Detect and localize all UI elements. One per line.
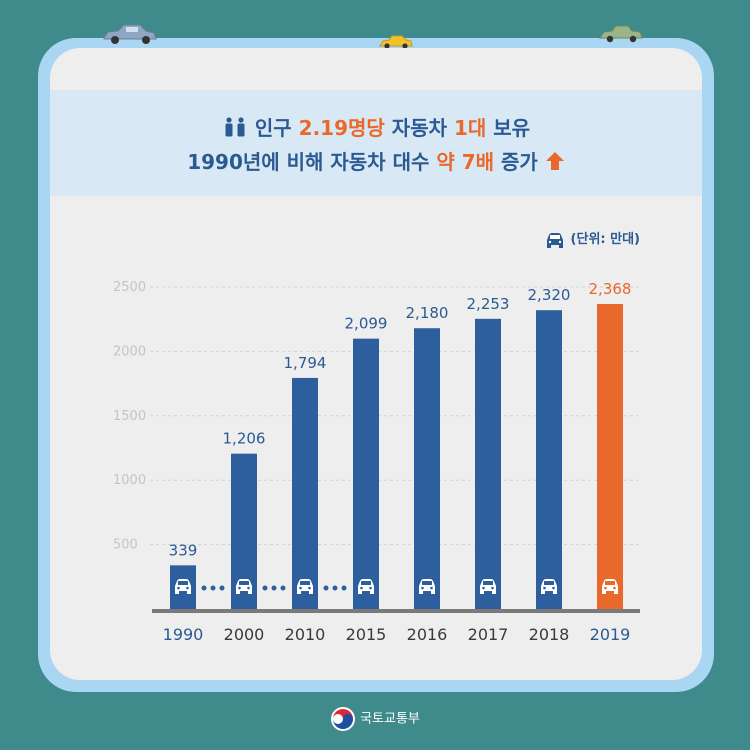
- bar-2016: [414, 328, 440, 609]
- gap-dot-0-2: [219, 585, 225, 591]
- value-label-2000: 1,206: [223, 430, 266, 448]
- value-label-2017: 2,253: [467, 295, 510, 313]
- gap-dot-2-1: [332, 585, 338, 591]
- headline-text-2a: 1990년에 비해 자동차 대수: [187, 150, 437, 174]
- headline-text-1a: 인구: [254, 116, 299, 140]
- x-tick-label-1990: 1990: [163, 625, 204, 644]
- value-label-2019: 2,368: [589, 280, 632, 298]
- bar-car-icon-2019: [602, 579, 618, 594]
- x-tick-label-2015: 2015: [346, 625, 387, 644]
- y-tick-label-2000: 2000: [113, 344, 146, 359]
- footer: 국토교통부: [0, 706, 750, 732]
- bar-2019: [597, 304, 623, 609]
- x-tick-label-2017: 2017: [468, 625, 509, 644]
- headline-banner: [50, 90, 702, 196]
- gap-dot-0-1: [210, 585, 216, 591]
- sedan-car-icon: [103, 24, 157, 44]
- value-label-1990: 339: [169, 541, 198, 559]
- value-label-2018: 2,320: [528, 286, 571, 304]
- bar-car-icon-2010: [297, 579, 313, 594]
- people-icon: [225, 117, 245, 137]
- gap-dot-2-0: [323, 585, 329, 591]
- bar-2018: [536, 310, 562, 609]
- value-label-2010: 1,794: [284, 354, 327, 372]
- taxi-car-icon: [379, 35, 413, 49]
- gap-dot-0-0: [201, 585, 207, 591]
- gap-dot-1-1: [271, 585, 277, 591]
- gap-dot-1-2: [280, 585, 286, 591]
- bar-2017: [475, 318, 501, 609]
- unit-text: (단위: 만대): [570, 232, 640, 247]
- headline-text-1b: 자동차: [384, 116, 454, 140]
- y-tick-label-500: 500: [113, 538, 138, 553]
- taegeuk-logo: [331, 707, 356, 731]
- bar-car-icon-2018: [541, 579, 557, 594]
- bar-2015: [353, 338, 379, 609]
- bar-car-icon-2015: [358, 579, 374, 594]
- headline-highlight-ratio: 2.19명당: [298, 116, 385, 140]
- headline-highlight-one: 1대: [453, 116, 487, 140]
- gap-dot-2-2: [341, 585, 347, 591]
- bar-car-icon-1990: [175, 579, 191, 594]
- headline-text-2b: 증가: [494, 150, 538, 174]
- bar-car-icon-2017: [480, 579, 496, 594]
- x-tick-label-2016: 2016: [407, 625, 448, 644]
- bar-car-icon-2016: [419, 579, 435, 594]
- y-tick-label-1000: 1000: [113, 473, 146, 488]
- x-tick-label-2018: 2018: [529, 625, 570, 644]
- value-label-2016: 2,180: [406, 304, 449, 322]
- x-tick-label-2019: 2019: [590, 625, 631, 644]
- up-arrow-icon: [545, 152, 564, 170]
- footer-ministry-name: 국토교통부: [360, 711, 420, 727]
- headline-line-2: 1990년에 비해 자동차 대수 약 7배 증가: [50, 146, 702, 175]
- headline-line-1: 인구 2.19명당 자동차 1대 보유: [50, 112, 702, 141]
- y-tick-label-2500: 2500: [113, 280, 146, 295]
- green-car-icon: [599, 25, 643, 43]
- x-tick-label-2010: 2010: [285, 625, 326, 644]
- unit-label: (단위: 만대): [545, 228, 640, 248]
- headline-text-1c: 보유: [486, 116, 531, 140]
- car-icon: [546, 232, 563, 248]
- x-tick-label-2000: 2000: [224, 625, 265, 644]
- bar-car-icon-2000: [236, 579, 252, 594]
- y-tick-label-1500: 1500: [113, 409, 146, 424]
- x-axis-baseline: [152, 609, 640, 613]
- gap-dot-1-0: [262, 585, 268, 591]
- bar-2010: [292, 377, 318, 609]
- value-label-2015: 2,099: [345, 315, 388, 333]
- headline-highlight-growth: 약 7배: [436, 150, 495, 174]
